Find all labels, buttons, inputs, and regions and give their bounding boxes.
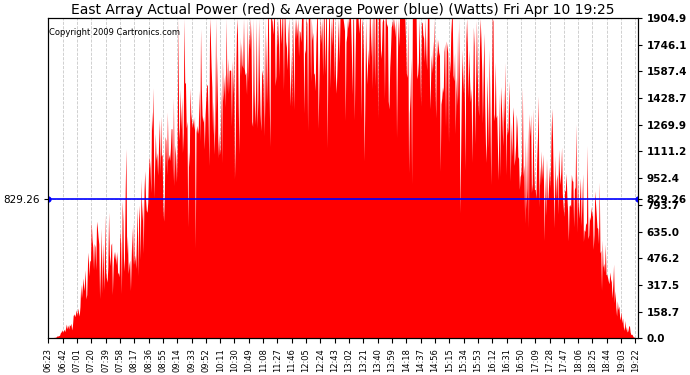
- Title: East Array Actual Power (red) & Average Power (blue) (Watts) Fri Apr 10 19:25: East Array Actual Power (red) & Average …: [71, 3, 615, 17]
- Text: Copyright 2009 Cartronics.com: Copyright 2009 Cartronics.com: [50, 27, 181, 36]
